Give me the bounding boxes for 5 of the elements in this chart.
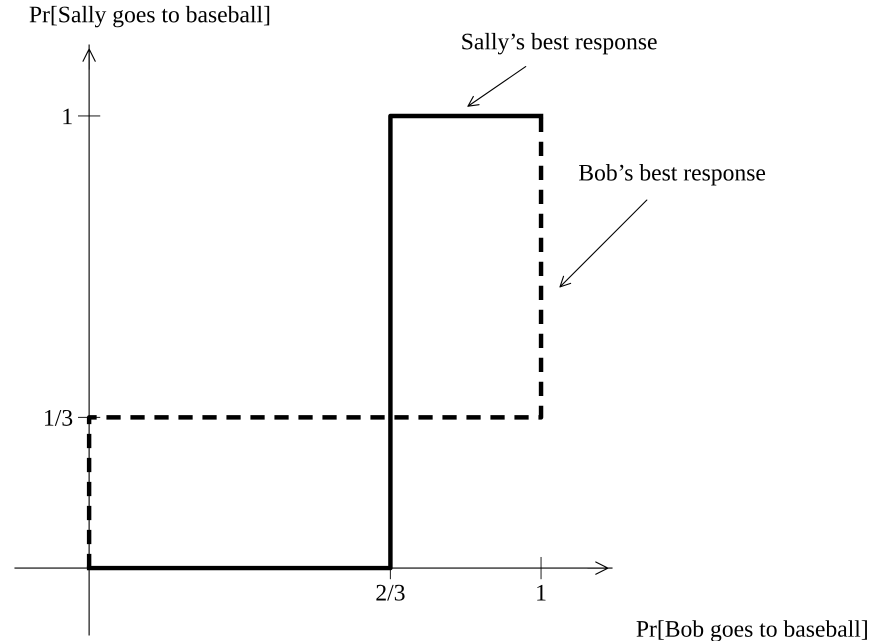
y-tick-label: 1/3 [45,410,72,426]
y-axis-title: Pr[Sally goes to baseball] [30,6,270,28]
series-label: Bob’s best response [579,164,766,186]
text: Sally’s best response [462,32,657,54]
x-tick-label: 2/3 [376,584,405,601]
